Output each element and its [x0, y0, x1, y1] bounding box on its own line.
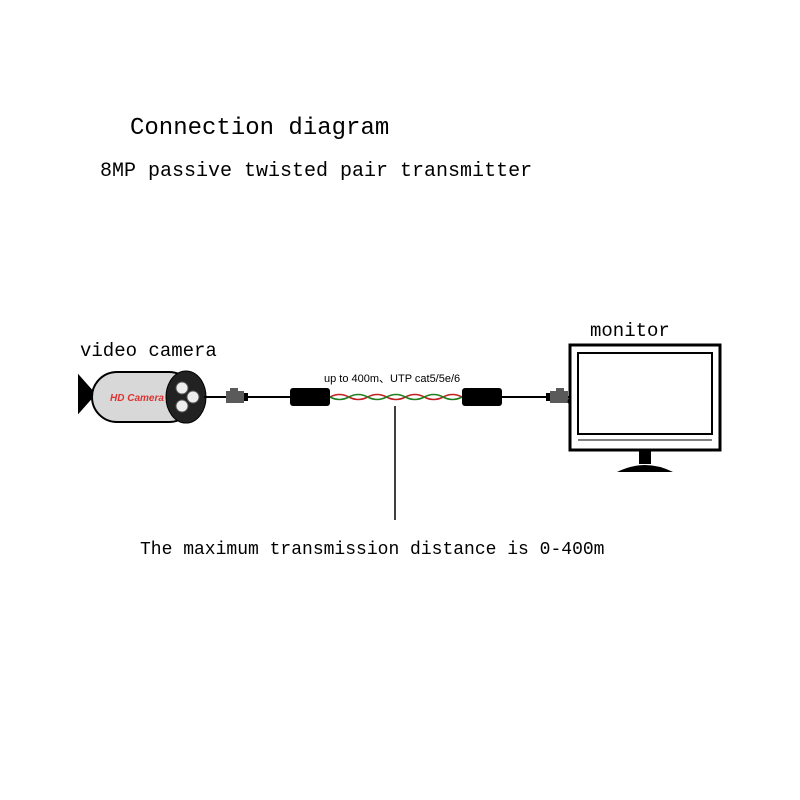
camera-icon: HD Camera [78, 371, 206, 423]
connector-left-icon [226, 388, 248, 403]
monitor-icon [570, 345, 720, 472]
cable-balun-to-monitor [568, 397, 570, 403]
connection-diagram-svg: HD Camera [0, 0, 800, 800]
connector-right-icon [546, 388, 568, 403]
camera-hd-label: HD Camera [110, 393, 164, 404]
balun-right-icon [462, 388, 502, 406]
balun-left-icon [290, 388, 330, 406]
